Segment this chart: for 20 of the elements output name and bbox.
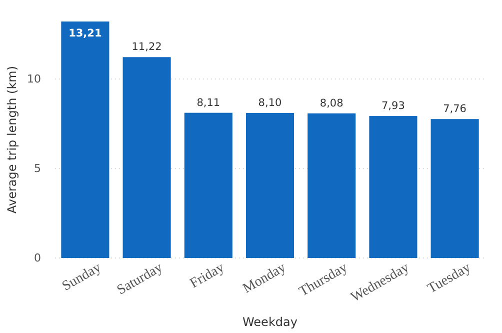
bar xyxy=(369,116,418,258)
bar xyxy=(308,113,356,258)
data-label: 8,11 xyxy=(196,96,220,109)
data-label: 8,08 xyxy=(320,97,344,110)
x-tick-label: Friday xyxy=(188,260,227,292)
y-axis-title: Average trip length (km) xyxy=(5,66,19,214)
bar xyxy=(184,112,232,258)
y-tick-label: 5 xyxy=(34,162,41,176)
data-label: 8,10 xyxy=(258,96,282,109)
data-label: 11,22 xyxy=(132,41,162,54)
data-label: 7,93 xyxy=(382,100,405,112)
data-label: 7,76 xyxy=(443,103,467,116)
x-axis-title: Weekday xyxy=(242,315,298,329)
data-label: 13,21 xyxy=(68,28,102,40)
y-tick-label: 0 xyxy=(34,252,41,265)
y-tick-label: 10 xyxy=(27,72,41,86)
bar xyxy=(430,119,479,258)
bar xyxy=(61,22,110,258)
bar xyxy=(122,57,171,258)
bar xyxy=(246,112,294,258)
